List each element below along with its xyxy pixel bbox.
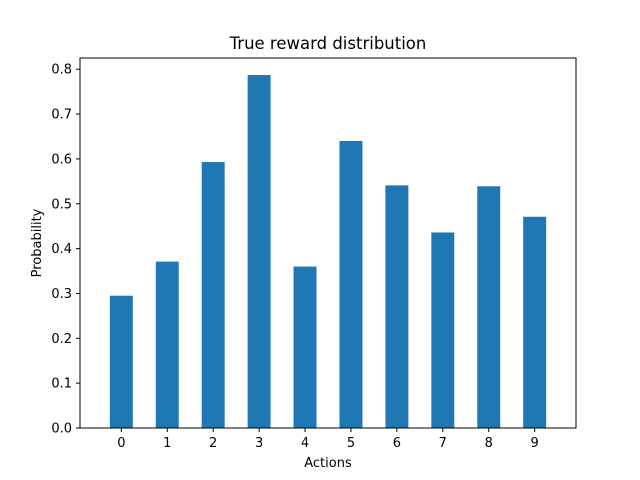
bar-action-6: [385, 185, 409, 428]
bar-action-8: [477, 186, 501, 428]
y-tick-label: 0.8: [51, 63, 72, 78]
bar-action-1: [155, 261, 179, 428]
y-axis-ticks: 0.0 0.1 0.2 0.3 0.4 0.5 0.6 0.7 0.8: [51, 63, 80, 437]
bar-action-4: [293, 266, 317, 428]
bar-action-0: [109, 295, 133, 428]
bar-action-7: [431, 232, 455, 428]
x-tick-label: 5: [347, 436, 355, 451]
y-tick-label: 0.6: [51, 152, 72, 167]
bars-layer: [109, 75, 547, 429]
y-tick-label: 0.3: [51, 287, 72, 302]
x-tick-label: 0: [117, 436, 125, 451]
y-tick-label: 0.1: [51, 377, 72, 392]
y-tick-label: 0.4: [51, 242, 72, 257]
y-tick-label: 0.5: [51, 197, 72, 212]
plot-area-frame: [79, 57, 577, 429]
x-tick-label: 8: [485, 436, 493, 451]
x-tick-label: 2: [209, 436, 217, 451]
x-tick-label: 9: [531, 436, 539, 451]
y-tick-label: 0.0: [51, 422, 72, 437]
bar-action-2: [201, 162, 225, 429]
x-axis-ticks: 0 1 2 3 4 5 6 7 8 9: [117, 428, 539, 451]
y-axis-label: Probability: [30, 208, 45, 277]
y-tick-label: 0.2: [51, 332, 72, 347]
bar-action-5: [339, 140, 363, 428]
x-tick-label: 3: [255, 436, 263, 451]
x-tick-label: 1: [163, 436, 171, 451]
x-axis-label: Actions: [304, 456, 352, 471]
bar-action-3: [247, 75, 271, 428]
x-tick-label: 7: [439, 436, 447, 451]
chart-title: True reward distribution: [229, 34, 427, 53]
x-tick-label: 4: [301, 436, 309, 451]
y-tick-label: 0.7: [51, 108, 72, 123]
x-tick-label: 6: [393, 436, 401, 451]
bar-action-9: [523, 216, 547, 428]
